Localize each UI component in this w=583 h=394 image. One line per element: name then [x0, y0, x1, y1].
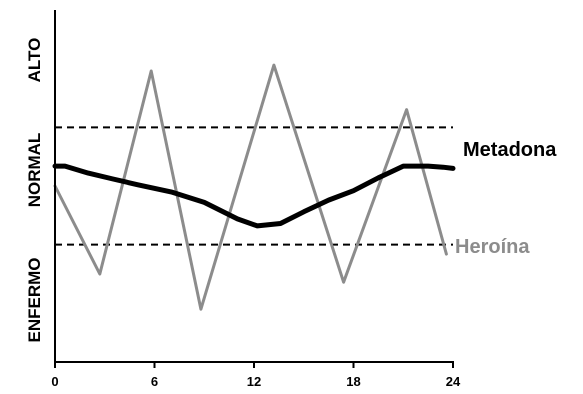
series-labels: Metadona Heroína	[455, 139, 557, 258]
zone-label-enfermo: ENFERMO	[25, 258, 44, 343]
x-tick-label: 0	[51, 374, 58, 389]
zone-labels: ALTO NORMAL ENFERMO	[25, 38, 44, 343]
x-tick-label: 6	[151, 374, 158, 389]
series-line-metadona	[52, 163, 456, 229]
zone-label-normal: NORMAL	[25, 133, 44, 208]
series-label-metadona: Metadona	[463, 139, 557, 161]
x-ticks: 0 6 12 18 24	[51, 362, 461, 389]
series-line-heroina	[53, 63, 448, 311]
x-tick-label: 12	[247, 374, 261, 389]
x-tick-label: 18	[346, 374, 360, 389]
zone-label-alto: ALTO	[25, 38, 44, 83]
series-label-heroina: Heroína	[455, 236, 530, 258]
series-group	[52, 63, 456, 311]
x-tick-label: 24	[446, 374, 461, 389]
axes	[54, 10, 454, 363]
